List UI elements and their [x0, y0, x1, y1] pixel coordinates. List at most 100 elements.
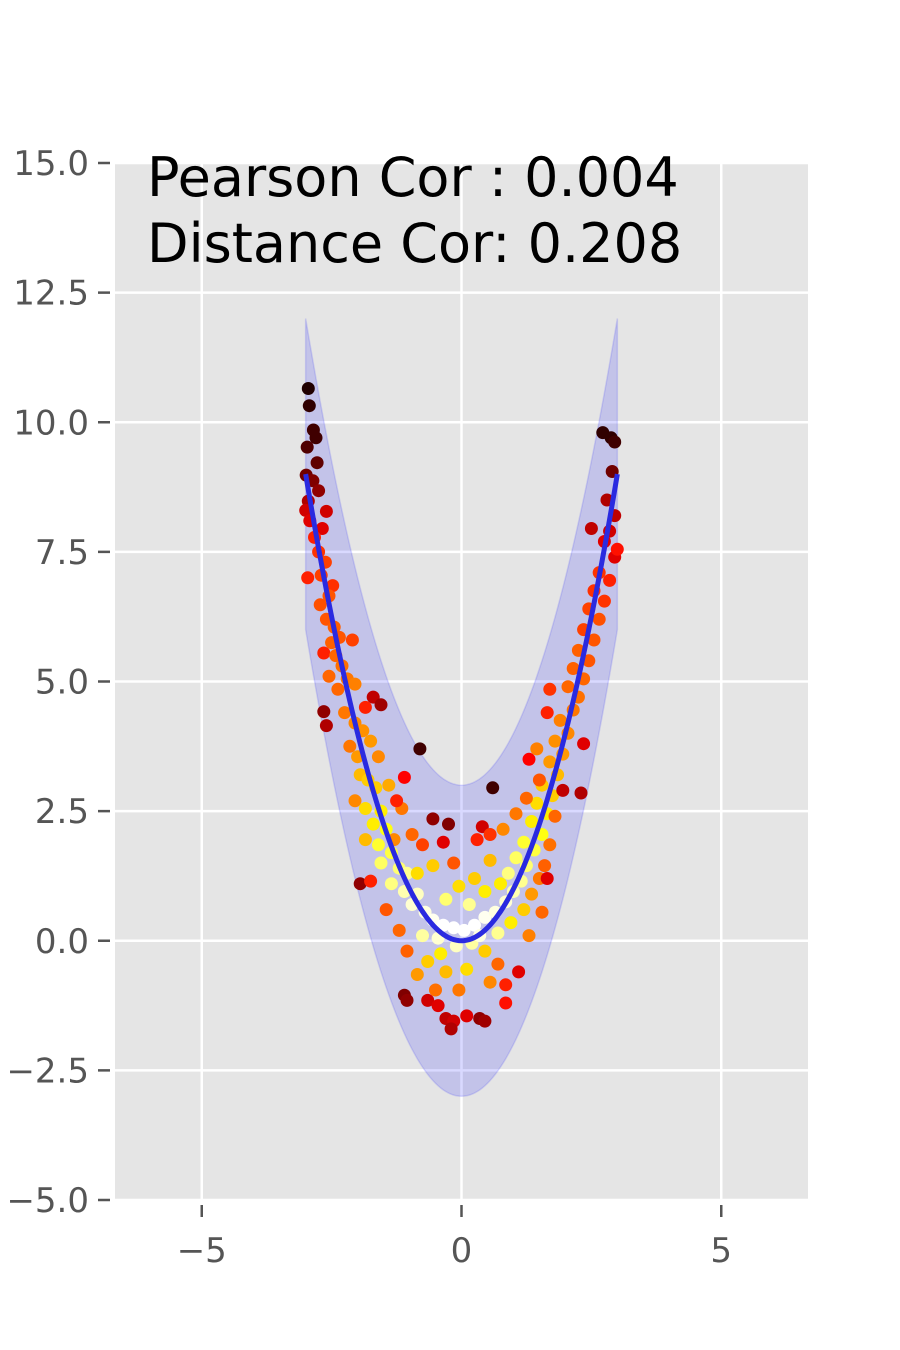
data-point — [429, 983, 442, 997]
data-point — [543, 755, 557, 769]
data-point — [436, 918, 450, 932]
y-tick-label: 0.0 — [35, 922, 89, 962]
data-point — [582, 654, 596, 668]
data-point — [315, 522, 329, 535]
grid-lines — [115, 161, 808, 1202]
data-point — [566, 662, 580, 675]
data-point — [413, 742, 427, 756]
data-point — [301, 382, 315, 395]
data-point — [390, 794, 404, 808]
data-point — [400, 993, 414, 1007]
data-point — [348, 677, 362, 691]
x-tick-label: 5 — [710, 1231, 732, 1271]
data-point — [434, 947, 448, 961]
data-point — [470, 833, 484, 847]
data-point — [400, 944, 414, 958]
data-point — [444, 1022, 458, 1036]
y-tick-label: 12.5 — [13, 274, 89, 314]
data-point — [491, 926, 505, 940]
data-point — [313, 598, 327, 612]
data-point — [540, 706, 554, 720]
data-point — [478, 885, 492, 898]
data-point — [371, 838, 385, 852]
data-point — [421, 955, 435, 968]
data-point — [512, 965, 526, 979]
data-point — [447, 921, 461, 935]
data-point — [405, 828, 419, 841]
data-point — [483, 828, 497, 841]
y-tick-label: 2.5 — [35, 792, 89, 832]
data-point — [548, 734, 562, 748]
data-point — [431, 999, 445, 1013]
data-point — [478, 944, 492, 958]
data-point — [468, 872, 481, 885]
data-point — [317, 646, 331, 660]
data-point — [483, 975, 497, 989]
data-point — [364, 734, 378, 748]
data-point — [358, 802, 372, 815]
data-point — [522, 929, 536, 943]
data-point — [553, 713, 567, 727]
data-point — [410, 968, 424, 981]
data-point — [319, 719, 333, 733]
data-point — [509, 807, 523, 821]
data-point — [517, 835, 531, 849]
data-point — [331, 682, 345, 696]
uncertainty-band — [304, 318, 619, 1098]
data-point — [478, 910, 492, 924]
data-point — [548, 809, 562, 823]
data-point — [509, 851, 523, 865]
data-point — [608, 435, 622, 449]
data-point — [439, 965, 453, 979]
data-point — [374, 698, 388, 712]
data-point — [426, 812, 440, 826]
data-point — [371, 750, 385, 764]
data-point — [603, 573, 617, 587]
data-point — [592, 612, 606, 626]
y-tick-label: 10.0 — [13, 403, 89, 443]
data-point — [442, 817, 455, 831]
distance-annotation: Distance Cor: 0.208 — [147, 212, 682, 275]
data-point — [366, 817, 380, 831]
data-point — [343, 739, 357, 753]
data-point — [538, 859, 552, 873]
y-tick-label: 15.0 — [13, 144, 89, 184]
data-point — [312, 484, 326, 498]
data-point — [358, 700, 372, 714]
data-point — [439, 892, 453, 906]
data-point — [532, 773, 546, 787]
data-point — [384, 877, 398, 891]
data-point — [468, 918, 481, 932]
data-point — [300, 440, 314, 454]
data-point — [447, 856, 461, 870]
data-point — [460, 1009, 474, 1023]
data-point — [310, 456, 324, 470]
data-point — [348, 794, 362, 808]
data-point — [301, 571, 315, 585]
y-tick-label: −2.5 — [6, 1051, 89, 1091]
data-point — [610, 542, 624, 556]
data-point — [561, 680, 575, 694]
data-point — [483, 853, 497, 867]
data-point — [358, 833, 372, 847]
data-point — [379, 903, 393, 917]
data-point — [309, 431, 323, 445]
data-point — [540, 872, 554, 885]
data-point — [416, 838, 429, 852]
data-point — [452, 879, 466, 893]
data-point — [519, 791, 533, 805]
data-point — [584, 522, 598, 535]
data-point — [416, 929, 429, 943]
y-tick-label: −5.0 — [6, 1181, 89, 1221]
data-point — [426, 859, 440, 873]
data-point — [421, 993, 435, 1007]
data-point — [338, 706, 352, 720]
data-point — [530, 796, 544, 810]
data-point — [478, 1014, 492, 1028]
data-point — [319, 504, 333, 518]
y-tick-label: 7.5 — [35, 533, 89, 573]
data-point — [491, 957, 505, 971]
data-point — [535, 905, 549, 919]
fit-curve — [303, 473, 620, 944]
data-point — [364, 874, 378, 888]
